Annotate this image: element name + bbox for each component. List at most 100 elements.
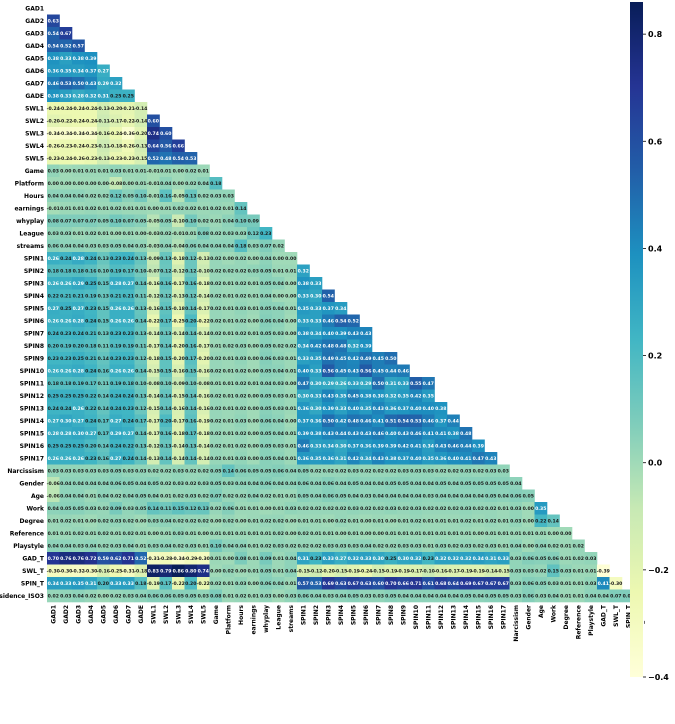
cell-spin8-game [209, 339, 223, 353]
cell-label-spin2-earnings: 0.03 [248, 268, 259, 274]
cell-label-spin14-spin4: 0.42 [335, 418, 346, 424]
cell-spin16-swl1 [147, 439, 160, 453]
cell-spin14-spin8 [384, 414, 398, 428]
cell-label-degree-spin10: 0.02 [410, 518, 421, 524]
cell-spin6-spin4 [334, 314, 348, 328]
cell-spin16-game [209, 439, 223, 453]
cell-label-spin5-spin3: 0.37 [323, 306, 334, 312]
cell-label-swl-t-league: 0.01 [273, 568, 284, 574]
cell-spin4-gad1 [47, 289, 60, 303]
cell-label-swl2-gad6: -0.17 [109, 118, 122, 124]
cell-label-spin14-swl1: -0.17 [147, 418, 160, 424]
cell-label-work-spin14: 0.03 [460, 506, 471, 512]
cell-whyplay-swl4 [184, 214, 198, 228]
cell-spin11-league [272, 377, 285, 390]
cell-label-spin15-platform: 0.01 [223, 431, 234, 437]
cell-gad5-gad4 [84, 52, 98, 65]
cell-spin5-spin3 [322, 302, 335, 315]
cell-spin4-streams [284, 289, 298, 303]
cell-spin11-spin5 [347, 377, 360, 390]
cell-spin7-spin4 [334, 327, 348, 340]
cell-label-spin6-swl4: 0.20 [185, 318, 196, 324]
cell-spin17-streams [284, 452, 298, 465]
cell-label-playstyle-whyplay: 0.02 [260, 543, 271, 549]
cell-label-spin7-swl5: -0.14 [197, 331, 210, 337]
cell-label-streams-swl1: -0.03 [147, 243, 160, 249]
cell-label-spin6-gad4: 0.24 [85, 318, 96, 324]
cell-label-spin3-gad4: 0.25 [85, 281, 96, 287]
cell-spin12-streams [284, 389, 298, 403]
cell-spin11-swl1 [147, 377, 160, 390]
cell-spin7-gad3 [72, 327, 85, 340]
cell-label-spin7-swl3: -0.14 [172, 331, 185, 337]
row-label-spin1: SPIN1 [24, 255, 44, 262]
cell-label-age-gad5: 0.04 [98, 493, 109, 499]
cell-label-spin14-league: 0.04 [273, 418, 284, 424]
cell-spin1-whyplay [259, 252, 273, 265]
cell-label-gender-gad1: -0.06 [47, 481, 60, 487]
cell-label-spin10-swl1: -0.15 [147, 368, 160, 374]
cell-label-spin11-spin6: 0.29 [360, 381, 371, 387]
cell-spin4-swl4 [184, 289, 198, 303]
cell-label-degree-gad5: 0.02 [98, 518, 109, 524]
cell-label-spin7-spin2: 0.34 [310, 331, 321, 337]
cell-label-spin17-spin9: 0.37 [398, 456, 409, 462]
cell-label-platform-gad7: 0.00 [123, 181, 134, 187]
cell-narcissism-spin2 [309, 464, 323, 478]
cell-label-gade-gad4: 0.32 [85, 93, 96, 99]
cell-streams-swl3 [172, 239, 185, 253]
cell-label-whyplay-swl3: -0.10 [172, 218, 185, 224]
cell-label-spin7-gad2: 0.23 [60, 331, 71, 337]
cell-label-game-gad1: 0.03 [48, 168, 59, 174]
cell-label-gad-t-gad4: 0.72 [85, 556, 96, 562]
cell-label-spin16-streams: 0.01 [285, 443, 296, 449]
cell-label-whyplay-swl2: 0.05 [160, 218, 171, 224]
cell-label-spin1-gade: 0.13 [135, 256, 146, 262]
cell-label-gade-gad3: 0.28 [73, 93, 84, 99]
cell-spin17-league [272, 452, 285, 465]
cell-spin9-league [272, 352, 285, 365]
cell-label-spin9-hours: 0.03 [235, 356, 246, 362]
cell-label-narcissism-spin5: 0.03 [348, 468, 359, 474]
cell-label-gender-spin14: 0.05 [460, 481, 471, 487]
cell-spin6-gad1 [47, 314, 60, 328]
cell-spin6-gad7 [122, 314, 135, 328]
cell-spin8-swl2 [159, 339, 173, 353]
cell-label-swl-t-playstyle: 0.01 [585, 568, 596, 574]
cell-label-narcissism-spin15: 0.02 [473, 468, 484, 474]
cell-label-gender-spin11: 0.04 [423, 481, 434, 487]
cell-label-spin16-spin14: 0.44 [460, 443, 471, 449]
cell-label-hours-gad5: 0.02 [98, 193, 109, 199]
cell-spin13-spin6 [359, 402, 373, 415]
cell-label-spin17-gad3: 0.26 [73, 456, 84, 462]
cell-label-age-spin17: 0.04 [498, 493, 509, 499]
cell-label-streams-whyplay: 0.07 [260, 243, 271, 249]
cell-narcissism-spin1 [297, 464, 310, 478]
cell-label-playstyle-work: 0.02 [548, 543, 559, 549]
cell-label-gad-t-spin12: 0.32 [435, 556, 446, 562]
cell-label-gad6-gad3: 0.34 [73, 68, 84, 74]
cell-label-swl-t-spin1: -0.15 [297, 568, 310, 574]
cell-label-spin17-gade: 0.14 [135, 456, 146, 462]
cell-platform-swl2 [159, 177, 173, 190]
cell-label-residence-iso3-game: 0.08 [210, 593, 221, 599]
cell-label-gad-t-playstyle: 0.03 [585, 556, 596, 562]
cell-label-earnings-game: 0.02 [210, 206, 221, 212]
cell-label-gender-swl3: 0.03 [173, 481, 184, 487]
cell-label-spin9-spin7: 0.45 [373, 356, 384, 362]
cell-swl2-gad3 [72, 114, 85, 128]
cell-spin9-gad2 [59, 352, 73, 365]
cell-league-gad4 [84, 227, 98, 240]
cell-label-residence-iso3-gad4: 0.02 [85, 593, 96, 599]
cell-spin16-gad7 [122, 439, 135, 453]
cell-label-gad5-gad4: 0.39 [85, 56, 96, 62]
row-label-gad-t: GAD_T [22, 555, 45, 562]
cell-spin4-gad3 [72, 289, 85, 303]
cell-label-spin13-spin5: 0.40 [348, 406, 359, 412]
cell-label-spin7-league: 0.03 [273, 331, 284, 337]
cell-label-spin11-spin9: 0.33 [398, 381, 409, 387]
cell-label-game-gad5: 0.01 [98, 168, 109, 174]
cell-spin15-spin14 [459, 427, 473, 440]
cell-label-playstyle-spin6: 0.04 [360, 543, 371, 549]
cell-label-spin-t-gad1: 0.34 [48, 581, 59, 587]
